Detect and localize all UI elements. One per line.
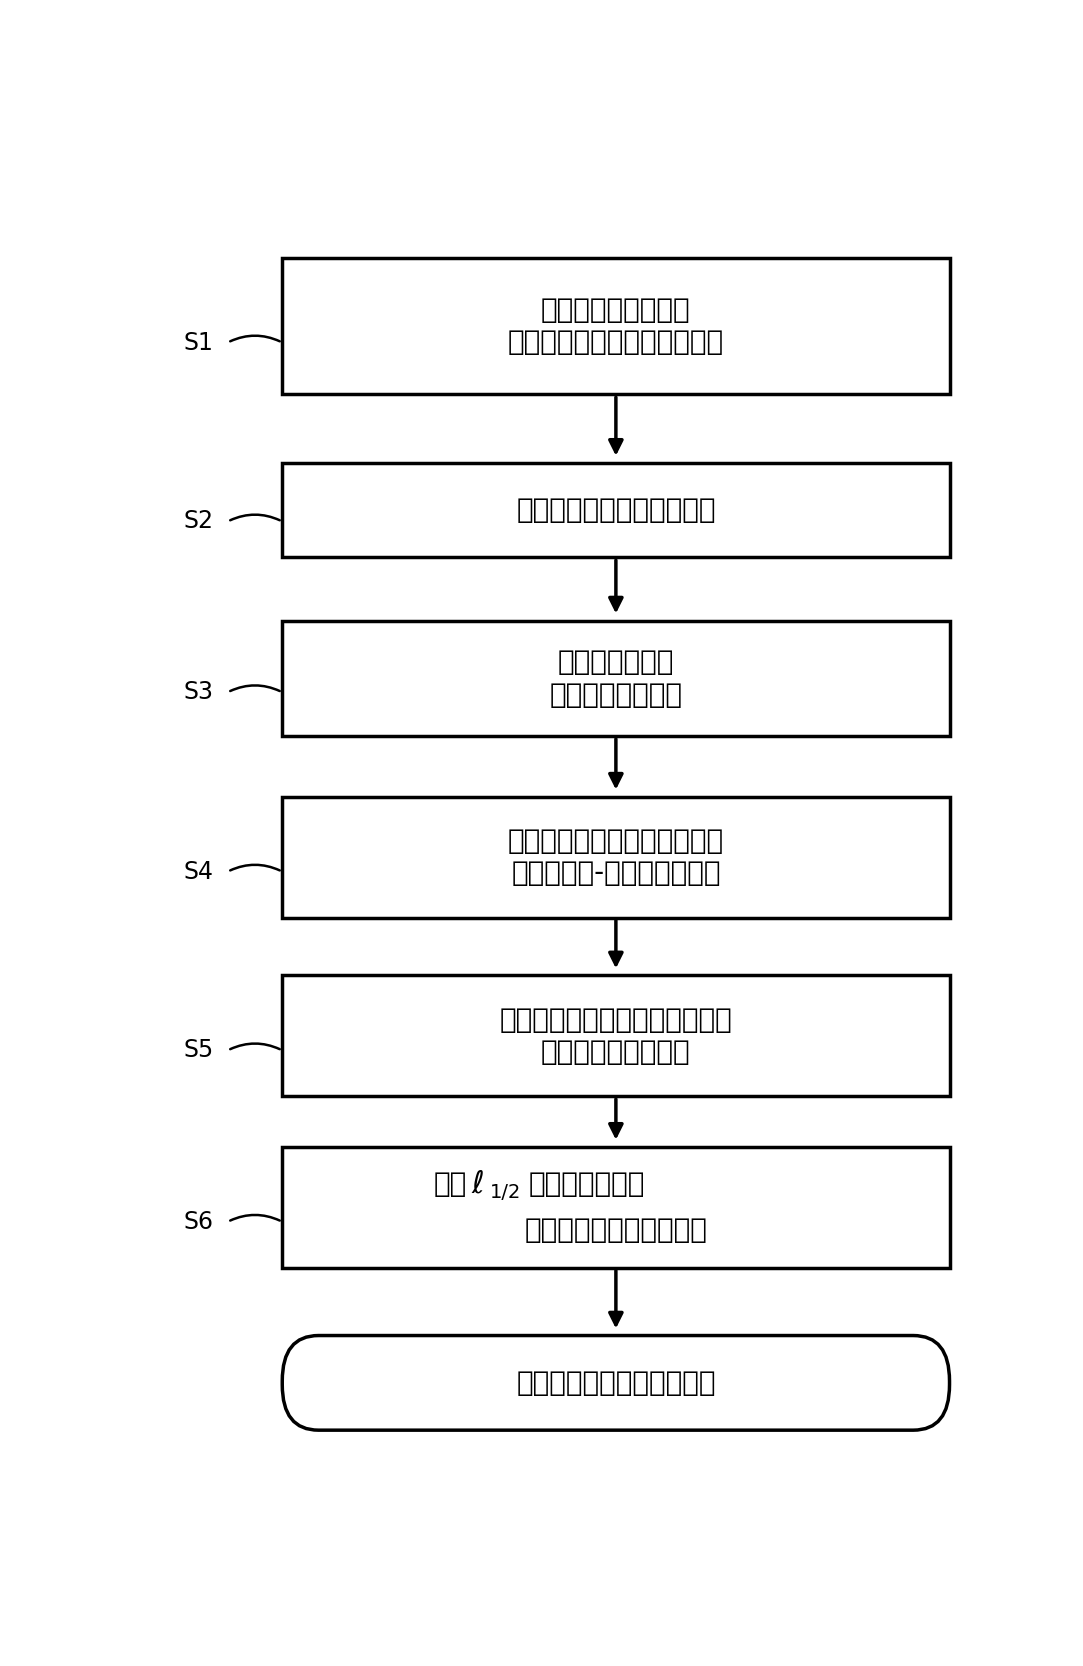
Text: 离散化快时间域、慢时间域，
划分距离向-方位向成像空间: 离散化快时间域、慢时间域， 划分距离向-方位向成像空间	[508, 826, 723, 888]
FancyBboxPatch shape	[283, 1336, 950, 1429]
Text: S3: S3	[183, 680, 213, 705]
Text: S4: S4	[183, 860, 213, 883]
Text: 建立机载逆合成孔径激光雷达微
动成像线性测量模型: 建立机载逆合成孔径激光雷达微 动成像线性测量模型	[499, 1006, 732, 1066]
Text: 构建目标微动模型，
得到目标任意点的斜距表达式: 构建目标微动模型， 得到目标任意点的斜距表达式	[508, 297, 723, 357]
FancyBboxPatch shape	[283, 796, 950, 918]
FancyBboxPatch shape	[283, 463, 950, 558]
Text: 目标二维高分辨率成像结果: 目标二维高分辨率成像结果	[517, 1369, 716, 1396]
FancyBboxPatch shape	[283, 620, 950, 736]
FancyBboxPatch shape	[283, 975, 950, 1096]
Text: S1: S1	[183, 330, 213, 355]
Text: 得到激光雷达回波信号模型: 得到激光雷达回波信号模型	[517, 496, 716, 525]
FancyBboxPatch shape	[283, 1146, 950, 1268]
Text: $\ell$: $\ell$	[471, 1168, 484, 1200]
Text: 建立最优化方程进行求解: 建立最优化方程进行求解	[524, 1216, 707, 1245]
Text: S2: S2	[183, 510, 213, 533]
Text: 1/2: 1/2	[490, 1183, 521, 1203]
Text: S5: S5	[183, 1038, 213, 1063]
Text: 范数最优化准则: 范数最优化准则	[529, 1170, 644, 1198]
FancyBboxPatch shape	[283, 258, 950, 395]
Text: S6: S6	[183, 1210, 213, 1235]
Text: 基于: 基于	[433, 1170, 467, 1198]
Text: 构造补偿函数，
进行径向速度补偿: 构造补偿函数， 进行径向速度补偿	[549, 648, 682, 708]
